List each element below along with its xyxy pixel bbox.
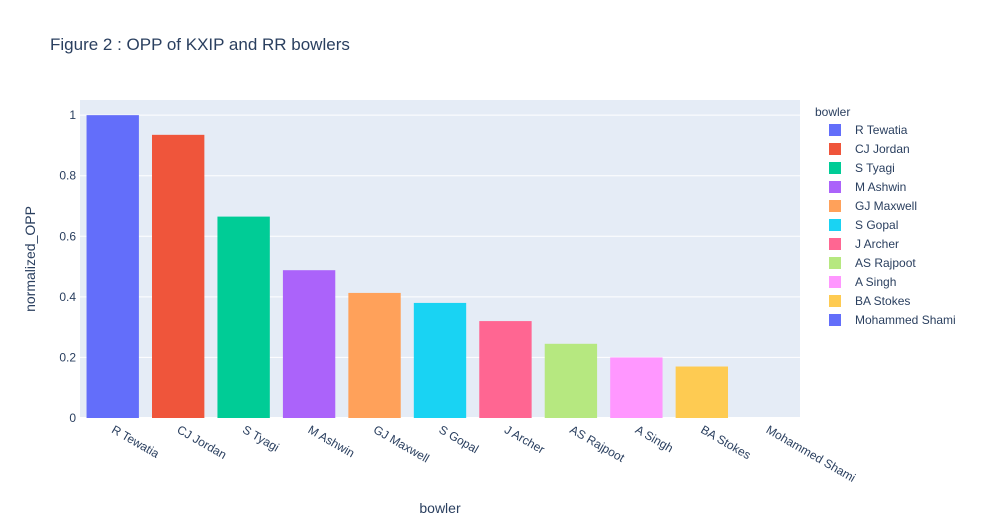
bar: [610, 357, 663, 418]
legend-swatch[interactable]: [829, 162, 841, 174]
legend-label[interactable]: R Tewatia: [855, 123, 908, 137]
bar: [217, 216, 270, 418]
bar: [413, 302, 467, 418]
legend-swatch[interactable]: [829, 219, 841, 231]
legend-label[interactable]: S Gopal: [855, 218, 898, 232]
legend-swatch[interactable]: [829, 143, 841, 155]
legend-swatch[interactable]: [829, 295, 841, 307]
legend-swatch[interactable]: [829, 200, 841, 212]
x-axis-title: bowler: [419, 500, 461, 516]
y-axis-title: normalized_OPP: [22, 206, 38, 312]
legend-swatch[interactable]: [829, 124, 841, 136]
y-tick-label: 0.4: [59, 290, 76, 304]
legend: bowler R Tewatia CJ Jordan S Tyagi M Ashwin…: [815, 105, 956, 327]
legend-label[interactable]: J Archer: [855, 237, 899, 251]
chart-title: Figure 2 : OPP of KXIP and RR bowlers: [50, 35, 350, 54]
legend-label[interactable]: BA Stokes: [855, 294, 910, 308]
bar: [282, 270, 336, 418]
legend-label[interactable]: Mohammed Shami: [855, 313, 956, 327]
y-tick-labels: 0 0.2 0.4 0.6 0.8 1: [59, 108, 76, 425]
legend-swatch[interactable]: [829, 181, 841, 193]
legend-label[interactable]: GJ Maxwell: [855, 199, 917, 213]
legend-swatch[interactable]: [829, 257, 841, 269]
legend-label[interactable]: M Ashwin: [855, 180, 906, 194]
bar: [348, 292, 401, 418]
legend-label[interactable]: AS Rajpoot: [855, 256, 916, 270]
bar: [86, 115, 139, 419]
bars: [86, 115, 728, 419]
legend-swatch[interactable]: [829, 238, 841, 250]
legend-swatch[interactable]: [829, 314, 841, 326]
bar: [544, 343, 598, 418]
y-tick-label: 0.8: [59, 169, 76, 183]
y-tick-label: 0: [69, 411, 76, 425]
y-tick-label: 1: [69, 108, 76, 122]
bar: [479, 321, 532, 418]
legend-label[interactable]: CJ Jordan: [855, 142, 910, 156]
y-tick-label: 0.6: [59, 229, 76, 243]
legend-label[interactable]: A Singh: [855, 275, 896, 289]
y-tick-label: 0.2: [59, 350, 76, 364]
bar: [152, 134, 205, 419]
legend-title: bowler: [815, 105, 850, 119]
legend-label[interactable]: S Tyagi: [855, 161, 895, 175]
legend-swatch[interactable]: [829, 276, 841, 288]
bar: [675, 366, 728, 418]
